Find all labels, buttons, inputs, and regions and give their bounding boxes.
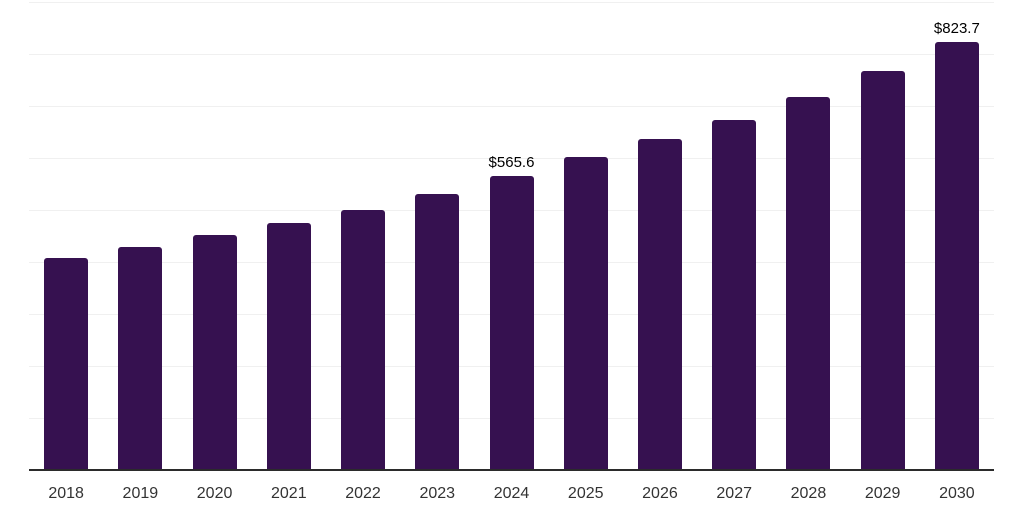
- bar-2021: [266, 223, 311, 470]
- bar-2028: [786, 97, 831, 470]
- x-tick-2024: 2024: [493, 485, 530, 502]
- bar-2030: [934, 41, 979, 470]
- x-tick-2018: 2018: [48, 485, 84, 502]
- gridline-600: [29, 158, 994, 159]
- bar-value-label-2030: $823.7: [933, 19, 980, 37]
- x-tick-2028: 2028: [790, 485, 827, 502]
- bar-2024: [489, 175, 534, 470]
- bar-value-label-2024: $565.6: [488, 153, 535, 171]
- x-tick-2025: 2025: [567, 485, 604, 502]
- bar-2023: [415, 193, 460, 470]
- gridline-900: [29, 2, 994, 3]
- x-tick-2026: 2026: [642, 485, 678, 502]
- x-tick-2030: 2030: [939, 485, 975, 502]
- x-tick-2027: 2027: [716, 485, 752, 502]
- gridline-700: [29, 106, 994, 107]
- bar-2026: [637, 138, 682, 470]
- x-tick-2029: 2029: [864, 485, 901, 502]
- bar-2018: [44, 258, 89, 470]
- bar-2022: [341, 210, 386, 470]
- bar-2019: [118, 247, 163, 470]
- gridline-800: [29, 54, 994, 55]
- bar-2025: [563, 156, 608, 470]
- x-tick-2020: 2020: [196, 485, 233, 502]
- bar-2020: [192, 235, 237, 470]
- bar-2027: [712, 119, 757, 470]
- x-tick-2023: 2023: [419, 485, 456, 502]
- x-tick-2022: 2022: [345, 485, 381, 502]
- x-tick-2019: 2019: [122, 485, 159, 502]
- bar-2029: [860, 70, 905, 470]
- x-axis-line: [29, 469, 994, 471]
- x-tick-2021: 2021: [271, 485, 307, 502]
